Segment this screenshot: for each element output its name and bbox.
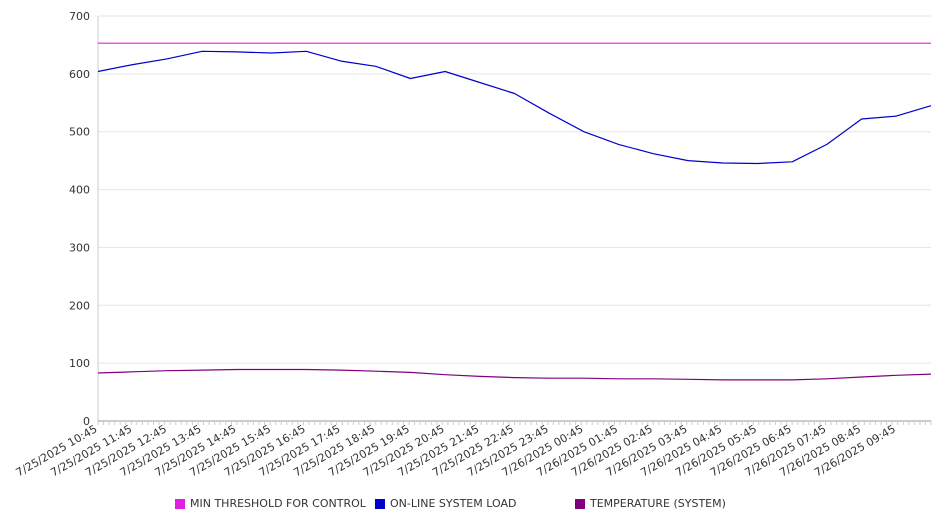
legend-swatch-temperature [575, 498, 585, 509]
series-line-2 [97, 368, 932, 381]
y-axis-ticks: 0 100 200 300 400 500 600 700 [69, 10, 90, 428]
legend-label-min-threshold: MIN THRESHOLD FOR CONTROL [190, 497, 366, 510]
legend: MIN THRESHOLD FOR CONTROL ON-LINE SYSTEM… [0, 497, 946, 515]
legend-label-temperature: TEMPERATURE (SYSTEM) [590, 497, 726, 510]
y-tick-label: 700 [69, 10, 90, 23]
legend-swatch-system-load [375, 498, 385, 509]
y-tick-label: 0 [83, 415, 90, 428]
y-tick-label: 100 [69, 357, 90, 370]
x-axis-ticks: 7/25/2025 10:457/25/2025 11:457/25/2025 … [14, 422, 898, 479]
series-lines [97, 42, 932, 381]
y-tick-label: 200 [69, 299, 90, 312]
gridlines [98, 15, 931, 364]
legend-item-min-threshold[interactable]: MIN THRESHOLD FOR CONTROL [175, 497, 366, 510]
legend-swatch-min-threshold [175, 498, 185, 509]
y-tick-label: 400 [69, 184, 90, 197]
legend-label-system-load: ON-LINE SYSTEM LOAD [390, 497, 517, 510]
y-tick-label: 600 [69, 68, 90, 81]
series-line-1 [97, 50, 932, 165]
y-tick-label: 500 [69, 126, 90, 139]
legend-item-temperature[interactable]: TEMPERATURE (SYSTEM) [575, 497, 726, 510]
legend-item-system-load[interactable]: ON-LINE SYSTEM LOAD [375, 497, 516, 510]
axes [97, 16, 932, 425]
y-tick-label: 300 [69, 241, 90, 254]
